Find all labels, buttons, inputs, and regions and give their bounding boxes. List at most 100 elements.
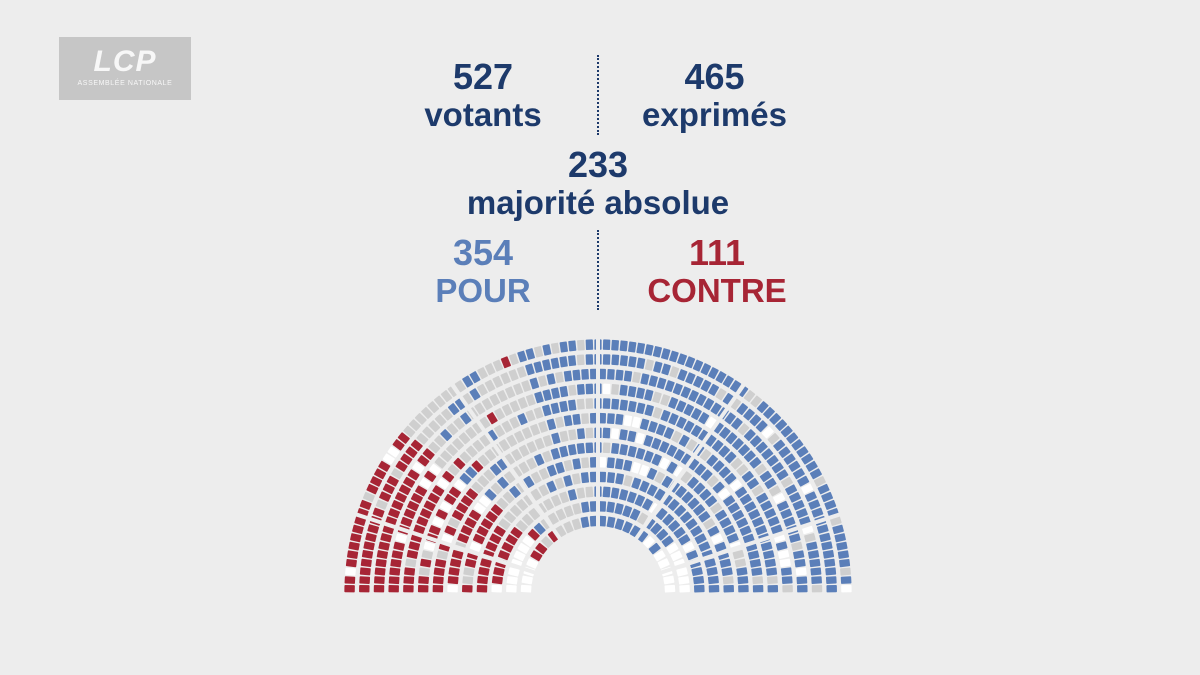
seat-636 <box>744 501 757 513</box>
seat-27 <box>404 567 416 576</box>
seat-102 <box>379 491 392 502</box>
seat-539 <box>743 390 756 403</box>
seat-618 <box>788 460 801 472</box>
seat-703 <box>747 550 760 560</box>
seat-481 <box>663 427 675 440</box>
seat-354 <box>576 428 586 440</box>
seat-492 <box>683 404 695 416</box>
seat-418 <box>615 458 624 470</box>
seat-407 <box>619 355 628 367</box>
seat-515 <box>715 388 727 401</box>
seat-22 <box>359 567 371 576</box>
seat-726 <box>794 558 806 568</box>
seat-342 <box>572 458 581 470</box>
seat-197 <box>421 406 433 419</box>
seat-518 <box>686 439 698 452</box>
seat-486 <box>659 441 670 454</box>
seat-417 <box>619 429 628 441</box>
seat-25 <box>389 567 401 576</box>
seat-424 <box>619 444 629 456</box>
seat-87 <box>469 541 482 552</box>
seat-749 <box>679 584 690 593</box>
seat-209 <box>516 499 529 511</box>
seat-257 <box>543 498 554 511</box>
seat-367 <box>585 427 594 439</box>
seat-756 <box>782 585 793 593</box>
seat-314 <box>546 418 557 431</box>
seat-656 <box>817 483 830 495</box>
seat-500 <box>695 393 707 406</box>
seat-204 <box>446 423 459 436</box>
seat-20 <box>345 567 356 576</box>
seat-343 <box>568 429 577 441</box>
seat-127 <box>403 476 416 488</box>
seat-398 <box>606 413 615 424</box>
seat-259 <box>501 420 513 433</box>
seat-12 <box>344 576 356 584</box>
seat-489 <box>700 363 712 376</box>
seat-206 <box>458 432 471 445</box>
seat-583 <box>743 450 756 463</box>
seat-284 <box>517 413 528 426</box>
seat-531 <box>712 421 724 434</box>
seat-493 <box>671 430 682 443</box>
seat-368 <box>589 501 598 512</box>
seat-331 <box>542 344 552 356</box>
seat-299 <box>525 394 536 406</box>
seat-277 <box>563 521 574 534</box>
seat-589 <box>680 511 692 524</box>
seat-464 <box>622 505 633 518</box>
seat-730 <box>693 575 705 585</box>
seat-468 <box>660 409 671 422</box>
seat-458 <box>643 435 654 447</box>
seat-264 <box>484 379 496 392</box>
seat-419 <box>627 385 637 398</box>
seat-599 <box>648 542 661 555</box>
seat-628 <box>678 534 691 546</box>
seat-67 <box>367 524 379 534</box>
seat-13 <box>359 576 371 584</box>
seat-205 <box>427 401 440 414</box>
seat-221 <box>440 390 453 403</box>
seat-473 <box>668 397 679 409</box>
seat-728 <box>751 567 763 576</box>
seat-323 <box>559 445 569 458</box>
seat-731 <box>766 567 778 576</box>
seat-736 <box>722 576 734 585</box>
seat-626 <box>727 502 740 514</box>
seat-719 <box>764 558 776 568</box>
seat-393 <box>602 427 611 439</box>
seat-59 <box>508 567 520 577</box>
seat-321 <box>572 503 582 515</box>
seat-548 <box>750 395 762 408</box>
seat-585 <box>668 520 681 532</box>
seat-388 <box>602 354 611 365</box>
seat-304 <box>533 407 544 419</box>
seat-207 <box>478 454 490 467</box>
seat-645 <box>760 500 773 512</box>
seat-738 <box>825 567 837 576</box>
seat-420 <box>610 487 620 499</box>
pour-value: 354 <box>452 232 514 273</box>
seat-532 <box>729 397 742 410</box>
seat-713 <box>836 541 848 551</box>
seat-431 <box>627 430 637 443</box>
seat-33 <box>375 558 387 568</box>
seat-734 <box>707 575 719 585</box>
seat-40 <box>361 550 374 559</box>
seat-283 <box>546 480 557 493</box>
seat-649 <box>801 483 814 495</box>
seat-179 <box>484 488 497 501</box>
seat-624 <box>714 509 728 521</box>
seat-569 <box>755 420 768 433</box>
seat-757 <box>797 585 808 593</box>
seat-479 <box>692 359 704 372</box>
seat-662 <box>698 541 711 552</box>
seat-155 <box>392 439 405 451</box>
seat-575 <box>749 435 762 448</box>
seat-623 <box>739 493 752 505</box>
seat-279 <box>521 427 533 440</box>
seat-482 <box>675 400 687 413</box>
seat-714 <box>793 550 805 560</box>
seat-395 <box>602 442 611 454</box>
